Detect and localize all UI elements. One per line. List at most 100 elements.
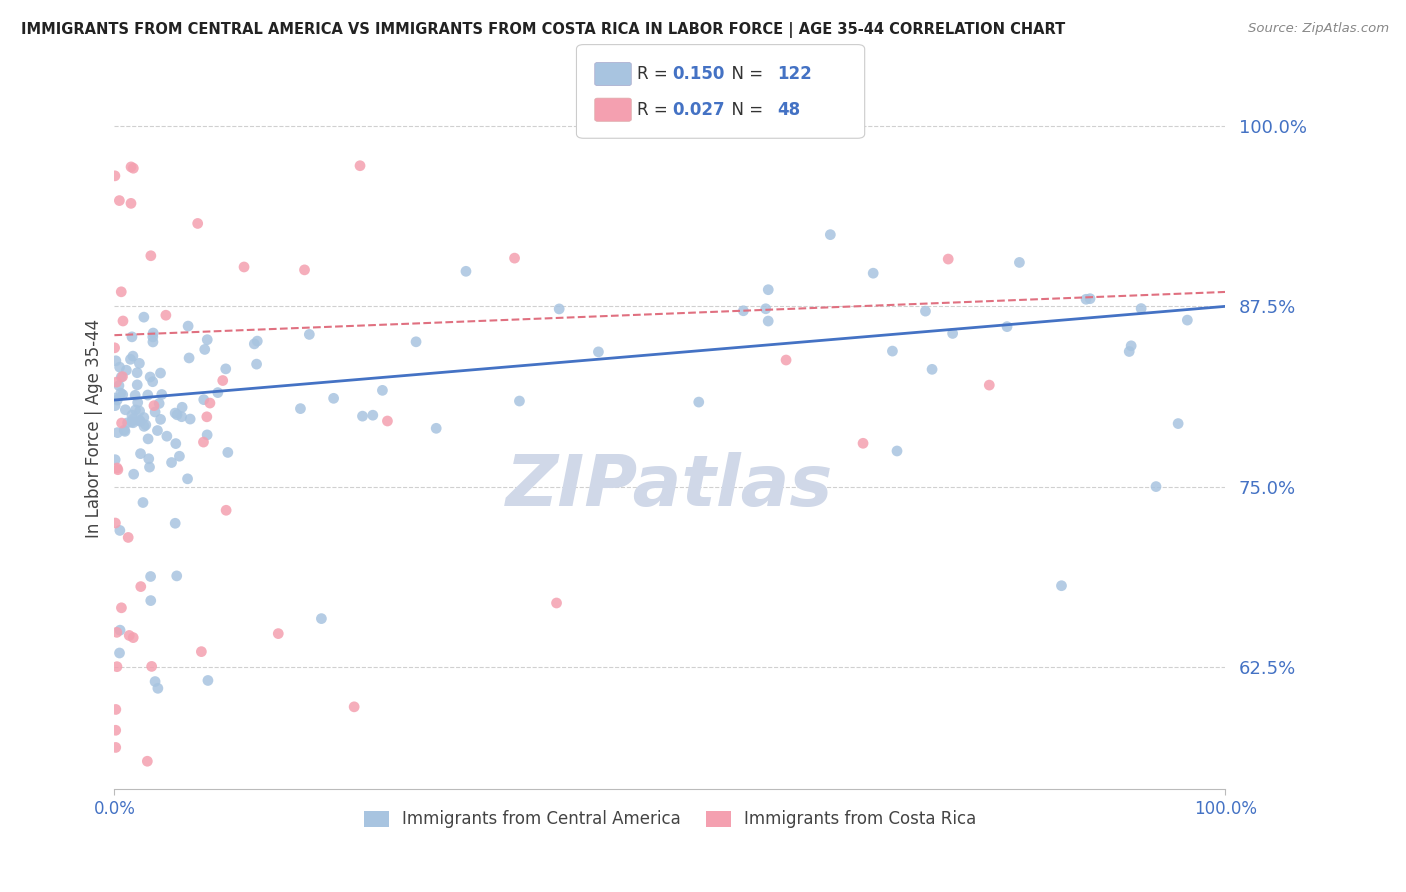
- Point: [104, 399, 127, 413]
- Point: [190, 645, 212, 659]
- Point: [1050, 579, 1073, 593]
- Point: [294, 263, 316, 277]
- Point: [852, 436, 875, 450]
- Point: [546, 596, 568, 610]
- Point: [936, 252, 959, 266]
- Point: [170, 409, 193, 424]
- Point: [215, 503, 238, 517]
- Point: [886, 444, 908, 458]
- Point: [352, 409, 374, 424]
- Point: [311, 612, 333, 626]
- Point: [756, 283, 779, 297]
- Point: [128, 356, 150, 370]
- Point: [246, 334, 269, 348]
- Point: [142, 326, 165, 340]
- Point: [127, 377, 149, 392]
- Point: [733, 303, 755, 318]
- Point: [1121, 339, 1143, 353]
- Point: [142, 375, 165, 389]
- Point: [114, 402, 136, 417]
- Point: [194, 343, 217, 357]
- Text: N =: N =: [721, 65, 769, 83]
- Point: [104, 740, 127, 755]
- Point: [141, 659, 163, 673]
- Point: [122, 631, 145, 645]
- Text: IMMIGRANTS FROM CENTRAL AMERICA VS IMMIGRANTS FROM COSTA RICA IN LABOR FORCE | A: IMMIGRANTS FROM CENTRAL AMERICA VS IMMIG…: [21, 22, 1066, 38]
- Point: [143, 405, 166, 419]
- Point: [108, 623, 131, 637]
- Point: [187, 217, 209, 231]
- Point: [322, 392, 344, 406]
- Legend: Immigrants from Central America, Immigrants from Costa Rica: Immigrants from Central America, Immigra…: [357, 804, 983, 835]
- Point: [120, 352, 142, 367]
- Point: [136, 754, 159, 768]
- Point: [107, 425, 129, 440]
- Point: [146, 681, 169, 696]
- Point: [165, 516, 187, 531]
- Point: [129, 447, 152, 461]
- Point: [193, 392, 215, 407]
- Point: [110, 370, 132, 384]
- Point: [104, 391, 127, 405]
- Point: [148, 396, 170, 410]
- Point: [548, 301, 571, 316]
- Point: [128, 413, 150, 427]
- Point: [921, 362, 943, 376]
- Point: [243, 337, 266, 351]
- Point: [361, 408, 384, 422]
- Point: [110, 386, 132, 401]
- Point: [104, 169, 127, 183]
- Point: [197, 673, 219, 688]
- Point: [245, 357, 267, 371]
- Point: [756, 314, 779, 328]
- Text: 122: 122: [778, 65, 813, 83]
- Point: [1078, 292, 1101, 306]
- Point: [124, 388, 146, 402]
- Point: [405, 334, 427, 349]
- Point: [114, 425, 136, 439]
- Point: [1175, 313, 1198, 327]
- Point: [1008, 255, 1031, 269]
- Point: [156, 429, 179, 443]
- Text: R =: R =: [637, 65, 673, 83]
- Point: [128, 404, 150, 418]
- Point: [122, 467, 145, 482]
- Point: [179, 412, 201, 426]
- Point: [111, 387, 134, 401]
- Point: [139, 593, 162, 607]
- Point: [207, 385, 229, 400]
- Point: [122, 161, 145, 176]
- Point: [104, 353, 127, 368]
- Point: [177, 351, 200, 365]
- Point: [882, 344, 904, 359]
- Point: [914, 304, 936, 318]
- Point: [862, 266, 884, 280]
- Point: [132, 310, 155, 325]
- Point: [122, 412, 145, 426]
- Point: [122, 349, 145, 363]
- Point: [143, 399, 166, 413]
- Point: [120, 160, 142, 174]
- Point: [195, 333, 218, 347]
- Point: [454, 264, 477, 278]
- Point: [371, 384, 394, 398]
- Point: [508, 394, 530, 409]
- Text: 48: 48: [778, 101, 800, 119]
- Point: [135, 417, 157, 432]
- Point: [775, 353, 797, 368]
- Point: [233, 260, 256, 274]
- Point: [820, 227, 842, 242]
- Point: [176, 472, 198, 486]
- Point: [215, 362, 238, 376]
- Point: [127, 395, 149, 409]
- Point: [193, 435, 215, 450]
- Point: [942, 326, 965, 341]
- Point: [177, 319, 200, 334]
- Point: [138, 460, 160, 475]
- Text: R =: R =: [637, 101, 673, 119]
- Point: [104, 723, 127, 738]
- Point: [105, 659, 128, 673]
- Text: Source: ZipAtlas.com: Source: ZipAtlas.com: [1249, 22, 1389, 36]
- Text: 0.027: 0.027: [672, 101, 724, 119]
- Point: [136, 432, 159, 446]
